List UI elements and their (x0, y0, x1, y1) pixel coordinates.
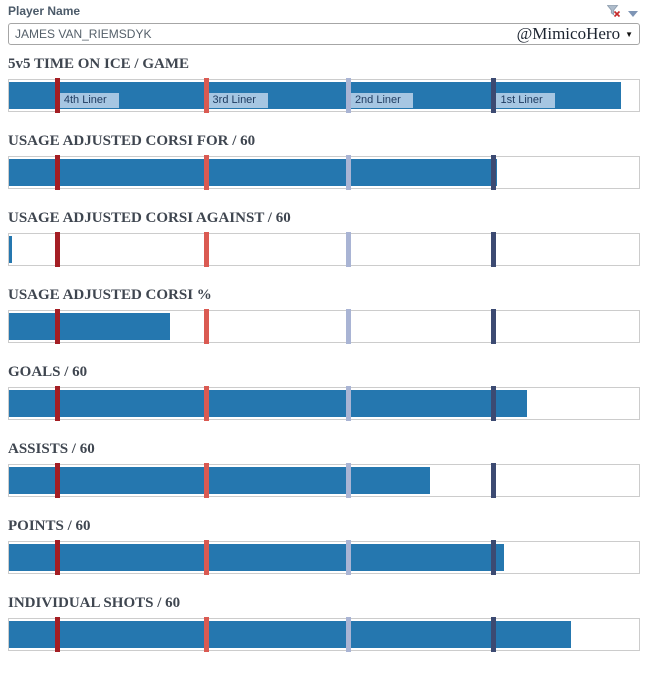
reference-line-1st-liner (491, 232, 497, 267)
filter-controls (606, 5, 638, 23)
bar-track (8, 617, 640, 652)
chart-section: INDIVIDUAL SHOTS / 60 (8, 595, 640, 652)
reference-line-3rd-liner (203, 617, 209, 652)
bar-track (8, 155, 640, 190)
chart-section: USAGE ADJUSTED CORSI FOR / 60 (8, 133, 640, 190)
reference-line-1st-liner (491, 155, 497, 190)
reference-line-3rd-liner (203, 309, 209, 344)
chart-title: 5v5 TIME ON ICE / GAME (8, 56, 189, 72)
reference-line-label: 3rd Liner (208, 93, 268, 108)
reference-line-2nd-liner (345, 540, 351, 575)
reference-line-3rd-liner (203, 155, 209, 190)
reference-line-3rd-liner (203, 540, 209, 575)
reference-line-1st-liner (491, 463, 497, 498)
reference-line-4th-liner (54, 386, 60, 421)
chart-title: GOALS / 60 (8, 364, 88, 380)
chart-section: 5v5 TIME ON ICE / GAME 4th Liner 3rd Liner… (8, 56, 640, 113)
chart-title: USAGE ADJUSTED CORSI % (8, 287, 212, 303)
reference-line-1st-liner (491, 386, 497, 421)
reference-line-2nd-liner (345, 309, 351, 344)
value-bar[interactable] (9, 159, 497, 186)
reference-line-4th-liner (54, 78, 60, 113)
clear-filter-icon[interactable] (606, 5, 621, 23)
value-bar[interactable] (9, 467, 431, 494)
reference-line-2nd-liner (345, 155, 351, 190)
player-name-filter-label: Player Name (8, 4, 81, 18)
reference-line-3rd-liner (203, 232, 209, 267)
reference-line-1st-liner (491, 78, 497, 113)
reference-line-label: 2nd Liner (350, 93, 413, 108)
chart-title: USAGE ADJUSTED CORSI AGAINST / 60 (8, 210, 291, 226)
player-select-dropdown[interactable]: JAMES VAN_RIEMSDYK @MimicoHero ▼ (8, 23, 640, 45)
reference-line-1st-liner (491, 309, 497, 344)
reference-line-1st-liner (491, 540, 497, 575)
attribution-text: @MimicoHero (516, 24, 621, 43)
value-bar[interactable] (9, 621, 571, 648)
chart-section: USAGE ADJUSTED CORSI AGAINST / 60 (8, 210, 640, 267)
bar-track (8, 232, 640, 267)
bar-track (8, 463, 640, 498)
reference-line-1st-liner (491, 617, 497, 652)
reference-line-label: 4th Liner (59, 93, 119, 108)
chart-title: POINTS / 60 (8, 518, 91, 534)
reference-line-2nd-liner (345, 617, 351, 652)
bar-track (8, 309, 640, 344)
reference-line-3rd-liner (203, 386, 209, 421)
chart-section: ASSISTS / 60 (8, 441, 640, 498)
chart-list: 5v5 TIME ON ICE / GAME 4th Liner 3rd Liner… (8, 56, 640, 672)
reference-line-3rd-liner (203, 463, 209, 498)
dropdown-caret-icon[interactable]: ▼ (625, 29, 633, 39)
bar-track (8, 386, 640, 421)
reference-line-3rd-liner (203, 78, 209, 113)
reference-line-4th-liner (54, 309, 60, 344)
reference-line-4th-liner (54, 155, 60, 190)
value-bar[interactable] (9, 390, 528, 417)
chart-title: USAGE ADJUSTED CORSI FOR / 60 (8, 133, 256, 149)
chart-section: POINTS / 60 (8, 518, 640, 575)
reference-line-4th-liner (54, 617, 60, 652)
bar-track: 4th Liner 3rd Liner 2nd Liner 1st Liner (8, 78, 640, 113)
reference-line-2nd-liner (345, 232, 351, 267)
chart-section: USAGE ADJUSTED CORSI % (8, 287, 640, 344)
chart-section: GOALS / 60 (8, 364, 640, 421)
reference-line-label: 1st Liner (496, 93, 555, 108)
value-bar[interactable] (9, 544, 505, 571)
reference-line-4th-liner (54, 463, 60, 498)
value-bar[interactable] (9, 236, 13, 263)
chart-title: INDIVIDUAL SHOTS / 60 (8, 595, 181, 611)
reference-line-2nd-liner (345, 386, 351, 421)
bar-track (8, 540, 640, 575)
player-select-value: JAMES VAN_RIEMSDYK (15, 27, 152, 41)
value-bar[interactable] (9, 313, 170, 340)
filter-menu-caret-icon[interactable] (628, 11, 638, 17)
reference-line-2nd-liner (345, 78, 351, 113)
chart-title: ASSISTS / 60 (8, 441, 95, 457)
reference-line-4th-liner (54, 540, 60, 575)
reference-line-2nd-liner (345, 463, 351, 498)
reference-line-4th-liner (54, 232, 60, 267)
